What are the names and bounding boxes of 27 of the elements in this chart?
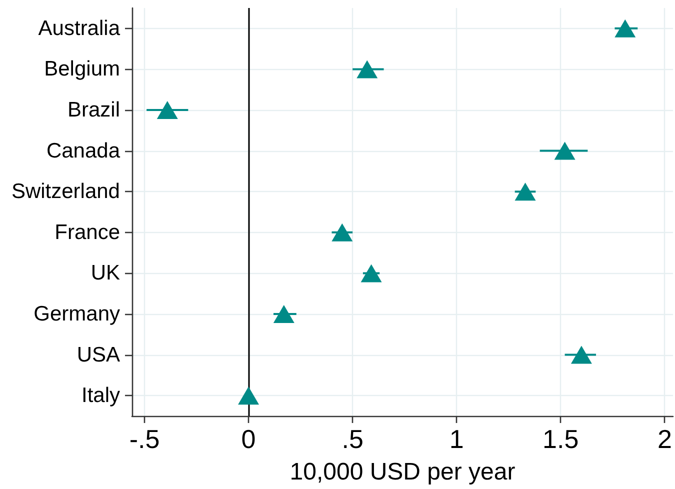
point <box>570 346 592 364</box>
point <box>156 101 178 119</box>
x-tick-label: 0 <box>241 424 256 454</box>
x-tick-label: 2 <box>657 424 672 454</box>
y-tick-label: USA <box>76 343 120 366</box>
y-tick-label: France <box>54 220 120 244</box>
x-tick-label: .5 <box>342 424 364 454</box>
point <box>356 60 378 78</box>
y-tick-label: Belgium <box>44 58 120 81</box>
y-tick-label: Switzerland <box>11 180 120 204</box>
x-tick-label: 1.5 <box>542 424 579 454</box>
y-tick-label: Brazil <box>67 98 120 122</box>
point <box>332 223 353 242</box>
y-tick-label: Italy <box>81 384 120 408</box>
point <box>273 305 294 323</box>
x-axis-title: 10,000 USD per year <box>290 458 516 486</box>
point <box>238 386 260 405</box>
y-tick-label: Germany <box>34 302 120 326</box>
y-tick-label: Australia <box>38 16 120 40</box>
point <box>614 19 636 38</box>
point <box>554 142 576 160</box>
x-tick-label: 1 <box>449 424 464 454</box>
point <box>514 182 536 201</box>
y-tick-label: Canada <box>46 139 120 162</box>
x-tick-label: -.5 <box>129 424 160 454</box>
point <box>360 264 382 282</box>
y-tick-label: UK <box>90 262 120 285</box>
